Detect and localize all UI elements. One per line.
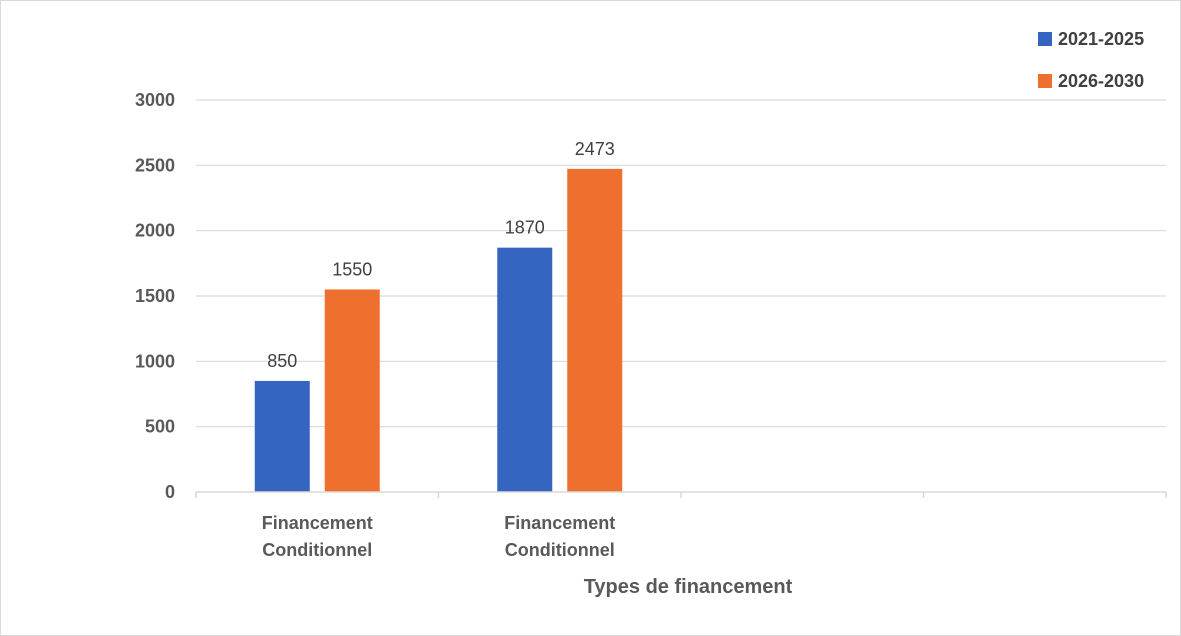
legend-swatch: [1038, 32, 1052, 46]
y-tick-label: 2500: [135, 155, 175, 175]
data-labels: 850 1550 1870 2473: [267, 139, 615, 371]
legend-label: 2026-2030: [1058, 71, 1144, 91]
y-tick-label: 2000: [135, 221, 175, 241]
y-axis-ticks: 0 500 1000 1500 2000 2500 3000: [135, 90, 175, 502]
bar-2021-2025: [497, 247, 553, 492]
data-label: 1550: [332, 259, 372, 279]
category-labels: Financement Conditionnel Financement Condit…: [262, 513, 616, 560]
legend-label: 2021-2025: [1058, 29, 1144, 49]
bar-2021-2025: [254, 380, 310, 492]
y-tick-label: 1000: [135, 351, 175, 371]
category-label: Financement Conditionnel: [262, 513, 373, 560]
data-label: 1870: [505, 218, 545, 238]
bars: [254, 168, 623, 492]
y-tick-label: 3000: [135, 90, 175, 110]
bar-2026-2030: [324, 289, 380, 492]
x-axis: [195, 491, 1167, 498]
data-label: 2473: [575, 139, 615, 159]
x-axis-title: Types de financement: [584, 576, 793, 598]
data-label: 850: [267, 351, 297, 371]
y-tick-label: 500: [145, 417, 175, 437]
y-tick-label: 1500: [135, 286, 175, 306]
category-label: Financement Conditionnel: [504, 513, 615, 560]
bar-2026-2030: [567, 168, 623, 492]
y-tick-label: 0: [165, 482, 175, 502]
legend: 2021-2025 2026-2030: [1038, 29, 1144, 91]
legend-swatch: [1038, 74, 1052, 88]
